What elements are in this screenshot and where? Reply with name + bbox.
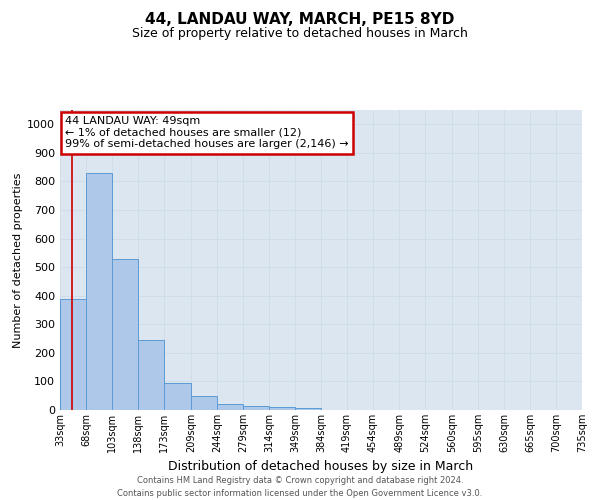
X-axis label: Distribution of detached houses by size in March: Distribution of detached houses by size … — [169, 460, 473, 473]
Text: Size of property relative to detached houses in March: Size of property relative to detached ho… — [132, 28, 468, 40]
Bar — [86, 173, 112, 410]
Text: Contains HM Land Registry data © Crown copyright and database right 2024.
Contai: Contains HM Land Registry data © Crown c… — [118, 476, 482, 498]
Text: 44 LANDAU WAY: 49sqm
← 1% of detached houses are smaller (12)
99% of semi-detach: 44 LANDAU WAY: 49sqm ← 1% of detached ho… — [65, 116, 349, 149]
Bar — [138, 340, 164, 410]
Text: 44, LANDAU WAY, MARCH, PE15 8YD: 44, LANDAU WAY, MARCH, PE15 8YD — [145, 12, 455, 28]
Bar — [243, 406, 269, 410]
Bar — [295, 408, 321, 410]
Y-axis label: Number of detached properties: Number of detached properties — [13, 172, 23, 348]
Bar — [112, 258, 138, 410]
Bar — [269, 407, 295, 410]
Bar — [217, 404, 243, 410]
Bar — [191, 396, 217, 410]
Bar — [60, 298, 86, 410]
Bar — [164, 383, 191, 410]
